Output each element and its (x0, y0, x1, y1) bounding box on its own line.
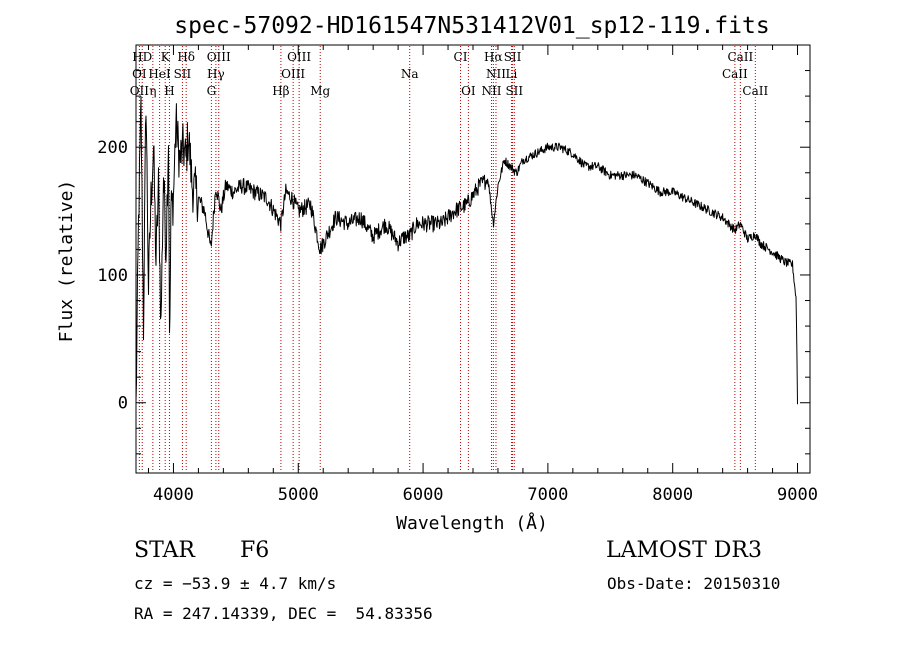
x-axis-label: Wavelength (Å) (396, 512, 548, 534)
y-tick-label: 200 (97, 138, 128, 158)
x-tick-label: 4000 (153, 485, 194, 505)
y-tick-label: 0 (118, 394, 128, 414)
y-tick-label: 100 (97, 266, 128, 286)
line-marker-label: G (207, 84, 217, 98)
line-marker-label: Hγ (207, 67, 225, 81)
line-marker-label: Li (506, 67, 518, 81)
x-tick-label: 9000 (777, 485, 818, 505)
line-marker-label: OI (461, 84, 476, 98)
axis-ticks: 4000 5000 6000 7000 8000 9000 0 100 200 (97, 45, 818, 505)
x-tick-label: 7000 (527, 485, 568, 505)
line-marker-label: CaII (722, 67, 748, 81)
line-marker-label: Na (401, 67, 419, 81)
velocity: cz = −53.9 ± 4.7 km/s (134, 574, 337, 593)
line-marker-label: CaII (727, 50, 753, 64)
survey: LAMOST DR3 (606, 538, 762, 563)
line-marker-label: SII (505, 84, 523, 98)
line-marker-label: CI (454, 50, 468, 64)
y-axis-label: Flux (relative) (56, 180, 77, 343)
line-marker-label: OIII (207, 50, 231, 64)
line-marker-label: OIII (287, 50, 311, 64)
x-tick-label: 6000 (403, 485, 444, 505)
plot-frame (135, 44, 811, 474)
line-marker-label: Hα (484, 50, 503, 64)
chart-title: spec-57092-HD161547N531412V01_sp12-119.f… (174, 13, 769, 39)
line-marker-label: Mg (310, 84, 330, 98)
line-marker-label: η (149, 84, 156, 98)
line-marker-label: SII (504, 50, 522, 64)
line-marker-label: Hδ (177, 50, 195, 64)
x-tick-label: 5000 (278, 485, 319, 505)
flux-series (135, 96, 798, 405)
line-marker-label: H (164, 84, 174, 98)
line-markers (138, 46, 756, 472)
line-marker-label: SII (174, 67, 192, 81)
coordinates: RA = 247.14339, DEC = 54.83356 (134, 604, 433, 623)
line-marker-label: OIII (281, 67, 305, 81)
line-marker-label: Hβ (272, 84, 289, 98)
line-marker-label: NII (481, 84, 501, 98)
object-type: STAR (134, 538, 195, 563)
x-tick-label: 8000 (652, 485, 693, 505)
line-marker-label: HeI (148, 67, 171, 81)
line-marker-label: OI (132, 67, 147, 81)
line-marker-label: K (161, 50, 171, 64)
line-marker-label: HD (132, 50, 152, 64)
line-marker-label: NII (486, 67, 506, 81)
flux-series-group (135, 96, 798, 405)
line-marker-label: CaII (742, 84, 768, 98)
obs-date: Obs-Date: 20150310 (607, 574, 781, 593)
subclass: F6 (240, 538, 270, 563)
line-marker-label: OII (130, 84, 150, 98)
